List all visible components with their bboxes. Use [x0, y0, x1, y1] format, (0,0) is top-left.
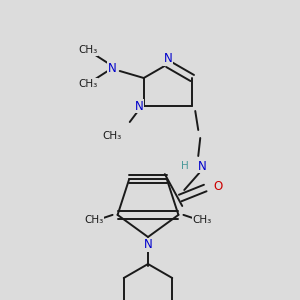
Text: H: H: [182, 161, 189, 171]
Text: N: N: [144, 238, 152, 251]
Text: N: N: [134, 100, 143, 112]
Text: CH₃: CH₃: [193, 215, 212, 225]
Text: N: N: [164, 52, 172, 65]
Text: N: N: [107, 61, 116, 74]
Text: CH₃: CH₃: [78, 45, 98, 55]
Text: O: O: [214, 179, 223, 193]
Text: N: N: [198, 160, 207, 172]
Text: CH₃: CH₃: [102, 131, 122, 141]
Text: CH₃: CH₃: [78, 79, 98, 89]
Text: CH₃: CH₃: [84, 215, 103, 225]
